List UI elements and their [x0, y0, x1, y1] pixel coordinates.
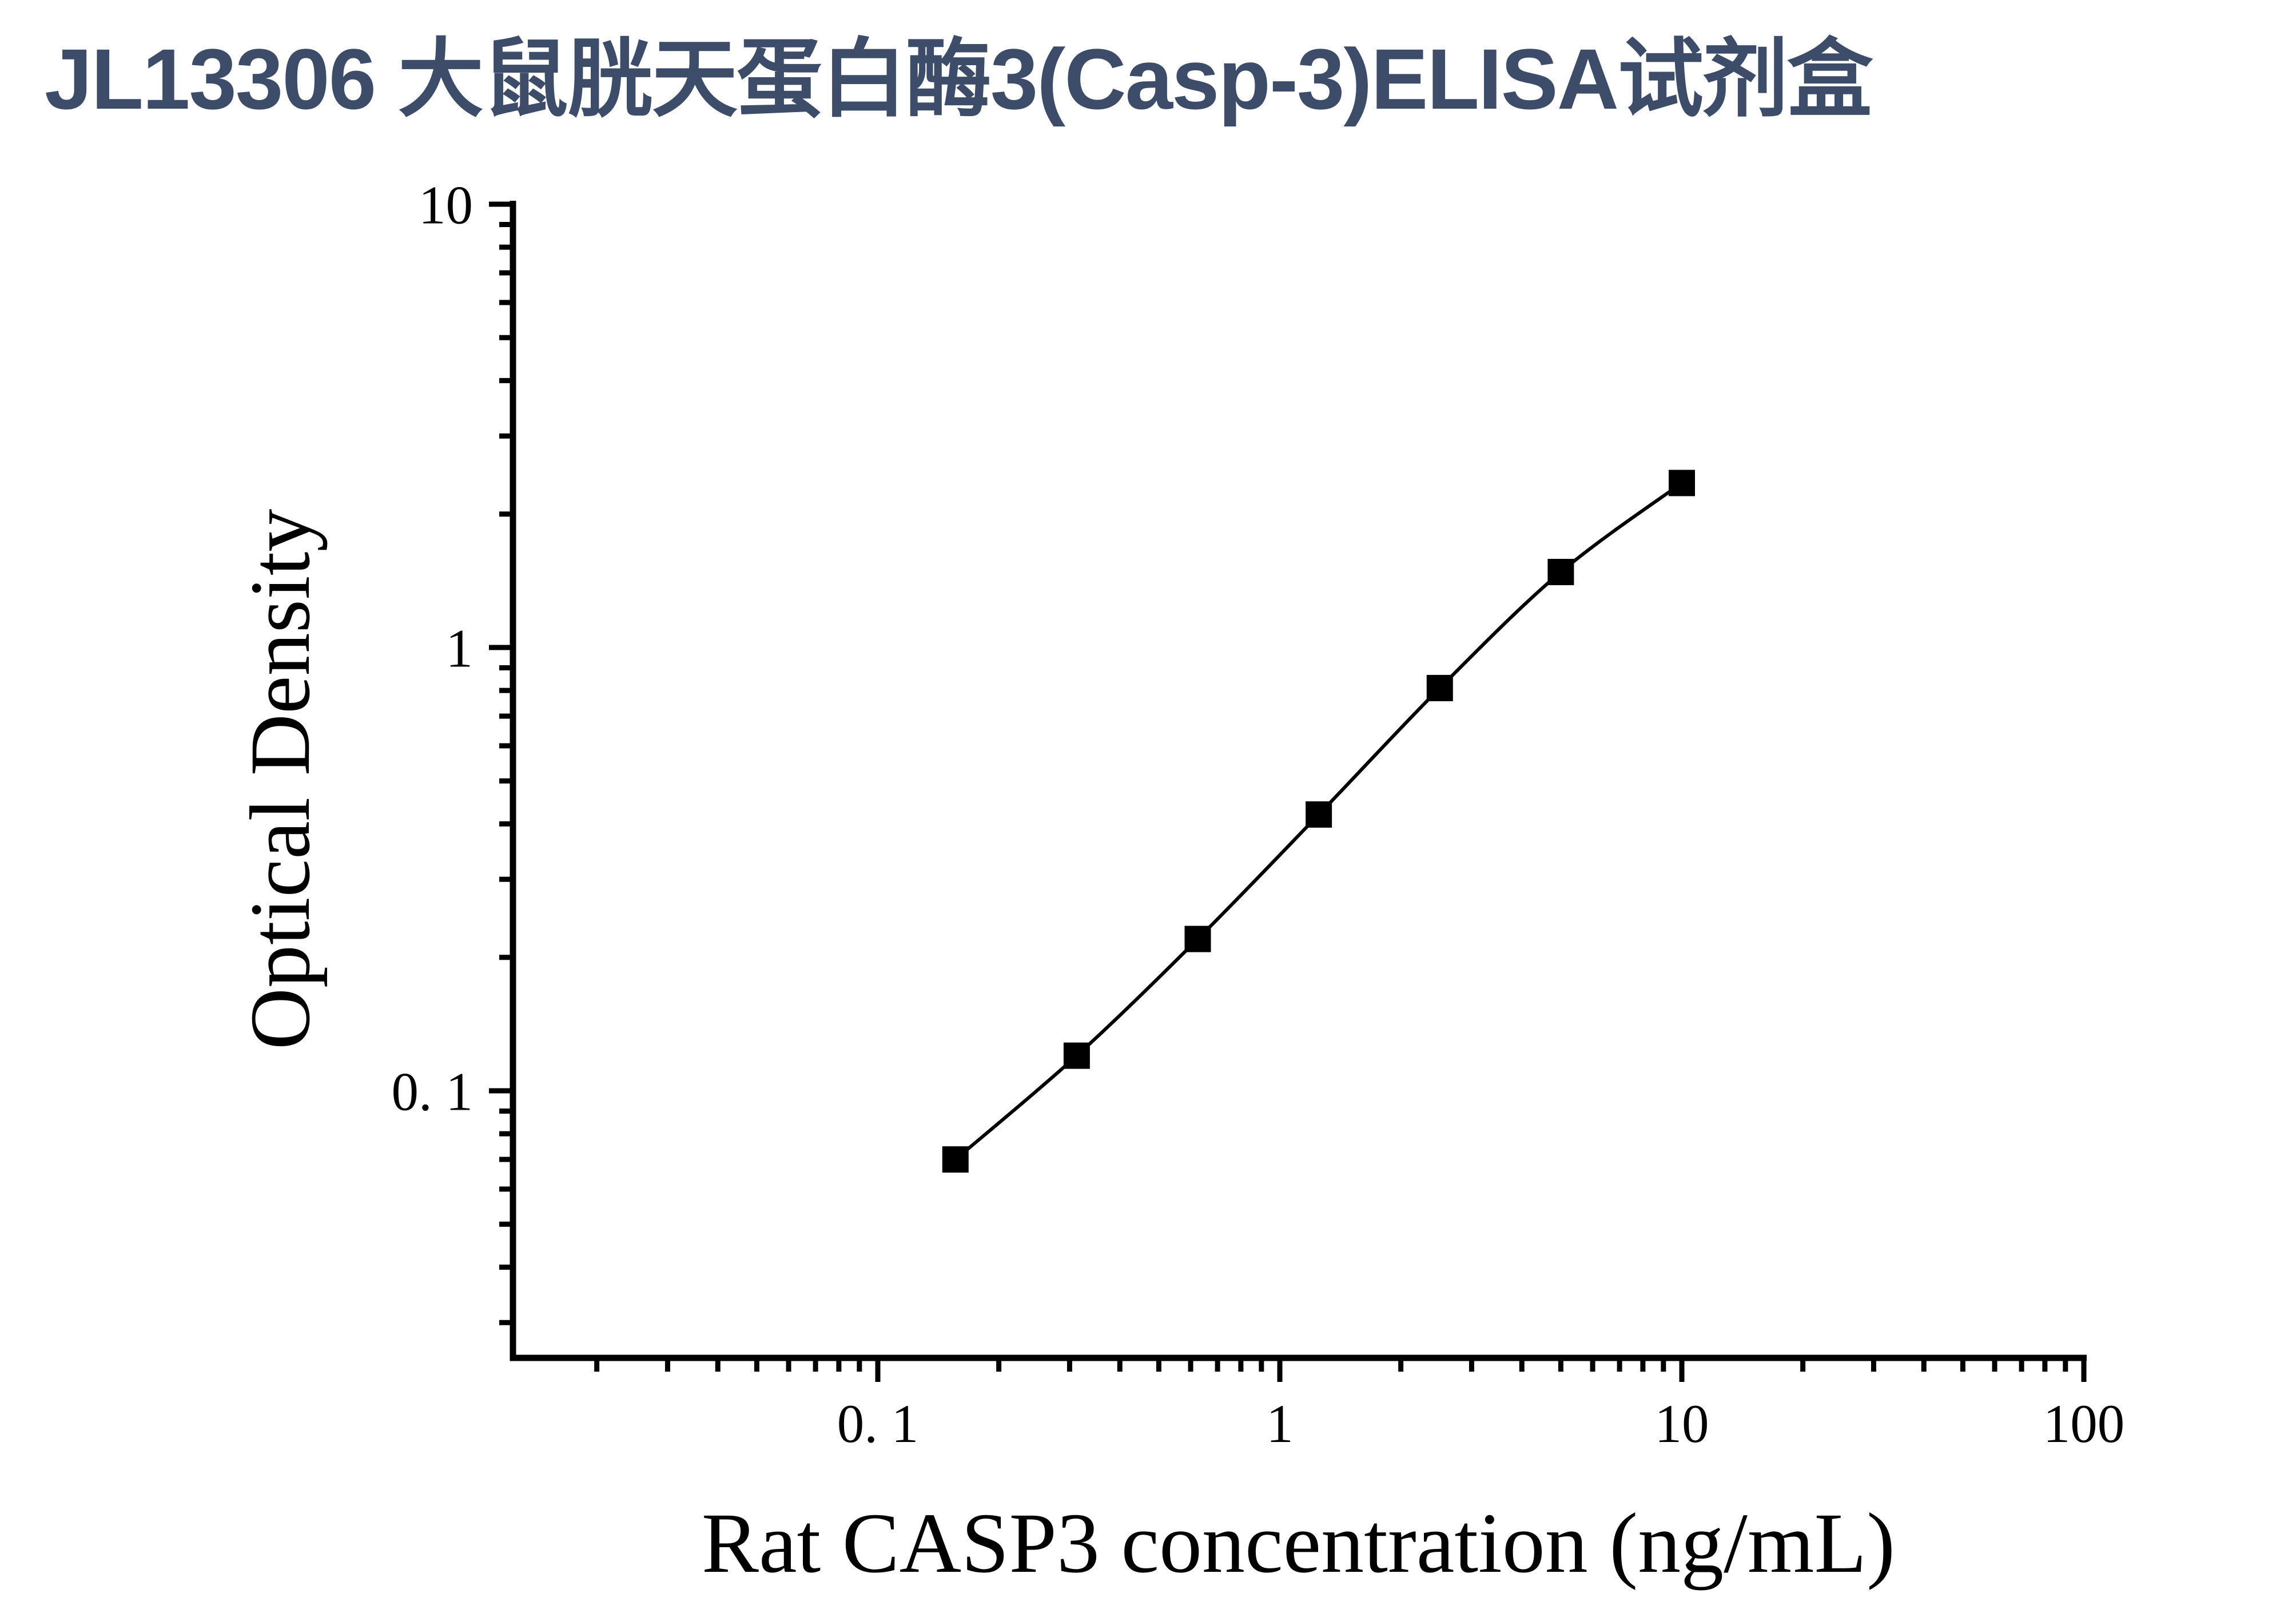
- x-axis-minor-ticks: [594, 1358, 2068, 1372]
- data-point-square: [1426, 674, 1453, 701]
- x-axis-major-ticks: [875, 1358, 2087, 1382]
- x-tick-label: 1: [1266, 1393, 1294, 1454]
- x-axis-title: Rat CASP3 concentration (ng/mL): [702, 1496, 1895, 1591]
- y-axis-minor-ticks: [499, 221, 513, 1325]
- data-point-square: [1669, 470, 1695, 496]
- y-tick-label: 1: [446, 618, 473, 678]
- data-point-square: [1306, 801, 1332, 828]
- x-tick-label: 0. 1: [837, 1393, 919, 1454]
- data-point-square: [942, 1146, 969, 1173]
- page-title: JL13306 大鼠胱天蛋白酶3(Casp-3)ELISA试剂盒: [45, 31, 1873, 127]
- x-tick-label: 10: [1655, 1393, 1709, 1454]
- data-point-square: [1184, 925, 1211, 952]
- y-axis-title: Optical Density: [233, 509, 328, 1050]
- y-axis-tick-labels: 10 1 0. 1: [392, 174, 473, 1122]
- axis-spines: [510, 201, 2087, 1361]
- data-point-markers: [942, 470, 1695, 1173]
- data-point-square: [1547, 559, 1574, 586]
- y-tick-label: 10: [419, 174, 473, 235]
- x-tick-label: 100: [2043, 1393, 2125, 1454]
- x-axis-tick-labels: 0. 1 1 10 100: [837, 1393, 2125, 1454]
- data-point-square: [1063, 1042, 1090, 1069]
- y-tick-label: 0. 1: [392, 1061, 473, 1122]
- y-axis-major-ticks: [489, 201, 513, 1094]
